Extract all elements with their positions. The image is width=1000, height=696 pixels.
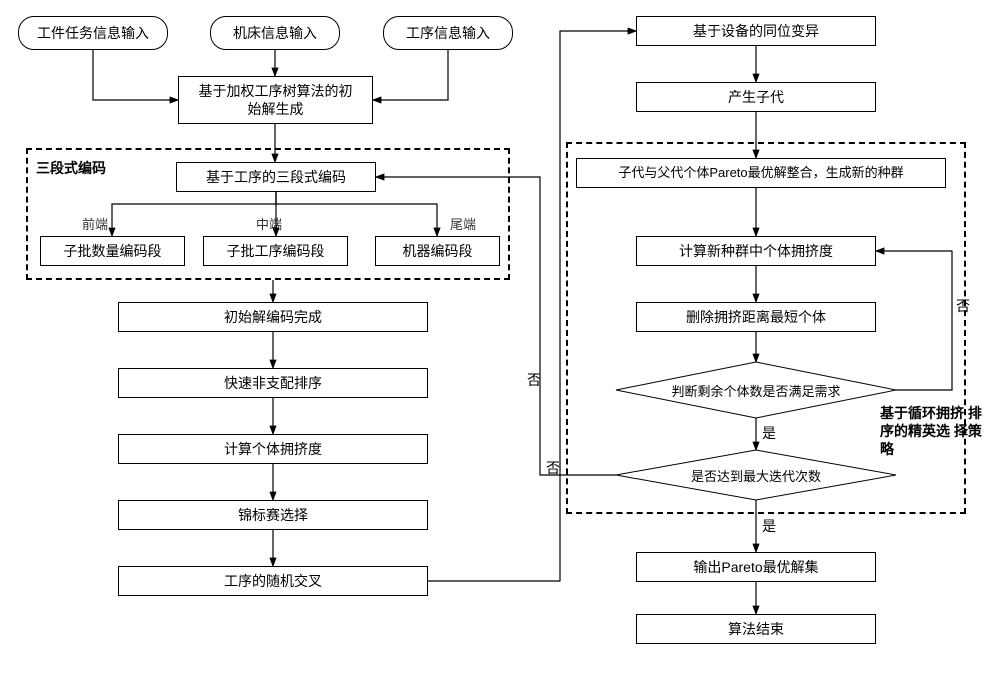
merge-label: 子代与父代个体Pareto最优解整合，生成新的种群 <box>618 165 903 182</box>
enc-c-label: 机器编码段 <box>403 242 473 260</box>
crowd2-label: 计算新种群中个体拥挤度 <box>679 242 833 260</box>
enc-b-label: 子批工序编码段 <box>227 242 325 260</box>
label-mid: 中端 <box>256 214 282 233</box>
enc-a-label: 子批数量编码段 <box>64 242 162 260</box>
crowding-new: 计算新种群中个体拥挤度 <box>636 236 876 266</box>
out-label: 输出Pareto最优解集 <box>693 558 818 576</box>
diamond2-text: 是否达到最大迭代次数 <box>666 466 846 485</box>
encoding-done: 初始解编码完成 <box>118 302 428 332</box>
fast-sort: 快速非支配排序 <box>118 368 428 398</box>
crowd-label: 计算个体拥挤度 <box>224 440 322 458</box>
input-process: 工序信息输入 <box>383 16 513 50</box>
encoding-group-title: 三段式编码 <box>36 158 106 178</box>
encoding-batch-count: 子批数量编码段 <box>40 236 185 266</box>
label-tail: 尾端 <box>450 214 476 233</box>
tournament: 锦标赛选择 <box>118 500 428 530</box>
edge-label-yes-1: 是 <box>762 423 776 443</box>
encoding-main-label: 基于工序的三段式编码 <box>206 168 346 186</box>
input-machine-label: 机床信息输入 <box>233 24 317 42</box>
cross-label: 工序的随机交叉 <box>224 572 322 590</box>
encoding-machine: 机器编码段 <box>375 236 500 266</box>
encoding-batch-process: 子批工序编码段 <box>203 236 348 266</box>
mutation: 基于设备的同位变异 <box>636 16 876 46</box>
merge-population: 子代与父代个体Pareto最优解整合，生成新的种群 <box>576 158 946 188</box>
edge-label-yes-2: 是 <box>762 516 776 536</box>
label-front: 前端 <box>82 214 108 233</box>
encoding-main: 基于工序的三段式编码 <box>176 162 376 192</box>
edge-label-no-3: 否 <box>546 458 560 478</box>
generate-offspring: 产生子代 <box>636 82 876 112</box>
del-label: 删除拥挤距离最短个体 <box>686 308 826 326</box>
crowding: 计算个体拥挤度 <box>118 434 428 464</box>
delete-shortest: 删除拥挤距离最短个体 <box>636 302 876 332</box>
init-solution: 基于加权工序树算法的初 始解生成 <box>178 76 373 124</box>
algorithm-end: 算法结束 <box>636 614 876 644</box>
done-label: 初始解编码完成 <box>224 308 322 326</box>
sort-label: 快速非支配排序 <box>224 374 322 392</box>
input-workpiece: 工件任务信息输入 <box>18 16 168 50</box>
child-label: 产生子代 <box>728 88 784 106</box>
input-workpiece-label: 工件任务信息输入 <box>37 24 149 42</box>
tour-label: 锦标赛选择 <box>238 506 308 524</box>
output-pareto: 输出Pareto最优解集 <box>636 552 876 582</box>
elite-group-title: 基于循环拥挤 排序的精英选 择策略 <box>880 404 990 459</box>
input-process-label: 工序信息输入 <box>406 24 490 42</box>
input-machine: 机床信息输入 <box>210 16 340 50</box>
mut-label: 基于设备的同位变异 <box>693 22 819 40</box>
init-solution-label: 基于加权工序树算法的初 始解生成 <box>199 82 353 118</box>
end-label: 算法结束 <box>728 620 784 638</box>
diamond1-text: 判断剩余个体数是否满足需求 <box>656 381 856 400</box>
random-crossover: 工序的随机交叉 <box>118 566 428 596</box>
edge-label-no-right: 否 <box>956 296 970 316</box>
edge-label-no-left: 否 <box>527 370 541 390</box>
